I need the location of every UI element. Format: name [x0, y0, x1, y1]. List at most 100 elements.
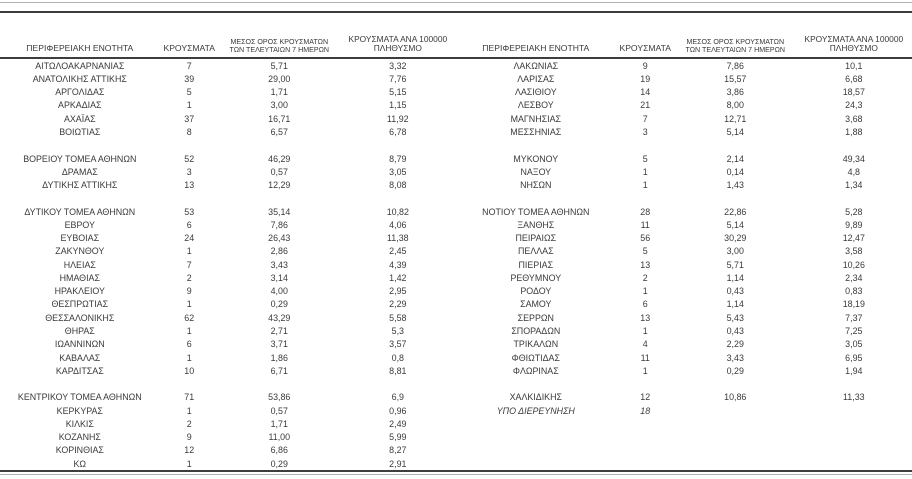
cases-cell: 5	[642, 246, 648, 257]
table-row: ΦΘΙΩΤΙΔΑΣ 11 3,43 6,95	[456, 351, 912, 364]
cases-cell: 52	[184, 153, 195, 164]
col-header-region: ΠΕΡΙΦΕΡΕΙΑΚΗ ΕΝΟΤΗΤΑ	[482, 43, 590, 54]
avg7-cell: 4,00	[270, 286, 288, 297]
avg7-cell: 5,71	[270, 60, 288, 71]
cases-cell: 9	[186, 432, 192, 443]
per100k-cell: 2,34	[845, 272, 863, 283]
avg7-cell: 7,86	[726, 60, 744, 71]
cases-cell: 6	[642, 299, 648, 310]
table-row: ΖΑΚΥΝΘΟΥ 1 2,86 2,45	[0, 245, 456, 258]
per100k-cell: 1,42	[389, 272, 407, 283]
cases-cell: 39	[184, 73, 195, 84]
cases-cell: 12	[640, 392, 651, 403]
cases-cell: 3	[186, 166, 192, 177]
table-row: ΞΑΝΘΗΣ 11 5,14 9,89	[456, 219, 912, 232]
table-row: ΘΗΡΑΣ 1 2,71 5,3	[0, 325, 456, 338]
cases-cell: 11	[640, 352, 650, 363]
table-row: ΕΒΡΟΥ 6 7,86 4,06	[0, 219, 456, 232]
avg7-cell: 35,14	[268, 206, 291, 217]
region-cell: ΕΒΡΟΥ	[64, 219, 95, 230]
region-cell: ΝΟΤΙΟΥ ΤΟΜΕΑ ΑΘΗΝΩΝ	[482, 206, 590, 217]
table-row: ΛΑΡΙΣΑΣ 19 15,57 6,68	[456, 73, 912, 86]
region-cell: ΜΥΚΟΝΟΥ	[513, 153, 559, 164]
bottom-thick-rule	[0, 470, 912, 472]
region-cell: ΚΟΖΑΝΗΣ	[58, 432, 101, 443]
avg7-cell: 2,29	[726, 339, 744, 350]
table-row: ΒΟΡΕΙΟΥ ΤΟΜΕΑ ΑΘΗΝΩΝ 52 46,29 8,79	[0, 152, 456, 165]
avg7-cell: 46,29	[268, 153, 291, 164]
region-cell: ΕΥΒΟΙΑΣ	[60, 233, 100, 244]
cases-cell: 5	[642, 153, 648, 164]
per100k-cell: 2,49	[389, 418, 407, 429]
table-row: ΣΑΜΟΥ 6 1,14 18,19	[456, 298, 912, 311]
per100k-cell: 8,08	[389, 180, 407, 191]
table-row: ΙΩΑΝΝΙΝΩΝ 6 3,71 3,57	[0, 338, 456, 351]
region-cell: ΚΩ	[73, 458, 87, 469]
col-header-7day-average-line2: ΤΩΝ ΤΕΛΕΥΤΑΙΩΝ 7 ΗΜΕΡΩΝ	[685, 45, 786, 54]
table-row: ΚΩ 1 0,29 2,91	[0, 457, 456, 470]
avg7-cell: 0,29	[270, 458, 288, 469]
table-row: ΚΟΖΑΝΗΣ 9 11,00 5,99	[0, 431, 456, 444]
col-header-per-100k: ΚΡΟΥΣΜΑΤΑ ΑΝΑ 100000 ΠΛΗΘΥΣΜΟ	[340, 33, 456, 56]
table-row: ΧΑΛΚΙΔΙΚΗΣ 12 10,86 11,33	[456, 391, 912, 404]
table-row: ΘΕΣΣΑΛΟΝΙΚΗΣ 62 43,29 5,58	[0, 312, 456, 325]
col-header-per-100k-line1: ΚΡΟΥΣΜΑΤΑ ΑΝΑ 100000	[804, 33, 904, 44]
cases-cell: 21	[640, 100, 651, 111]
bottom-thin-rule	[0, 474, 912, 475]
per100k-cell: 0,8	[391, 352, 404, 363]
col-header-7day-average-line2: ΤΩΝ ΤΕΛΕΥΤΑΙΩΝ 7 ΗΜΕΡΩΝ	[229, 45, 330, 54]
region-cell: ΚΑΒΑΛΑΣ	[59, 352, 101, 363]
per100k-cell: 2,29	[389, 299, 407, 310]
col-header-7day-average: ΜΕΣΟΣ ΟΡΟΣ ΚΡΟΥΣΜΑΤΩΝ ΤΩΝ ΤΕΛΕΥΤΑΙΩΝ 7 Η…	[675, 38, 796, 56]
col-header-cases: ΚΡΟΥΣΜΑΤΑ	[619, 43, 671, 54]
avg7-cell: 0,57	[270, 166, 288, 177]
avg7-cell: 3,14	[270, 272, 288, 283]
col-header-cases: ΚΡΟΥΣΜΑΤΑ	[163, 43, 215, 54]
cases-cell: 1	[642, 325, 648, 336]
region-cell: ΡΕΘΥΜΝΟΥ	[510, 272, 562, 283]
avg7-cell: 7,86	[270, 219, 288, 230]
per100k-cell: 1,94	[845, 365, 863, 376]
region-cell: ΧΑΛΚΙΔΙΚΗΣ	[509, 392, 562, 403]
per100k-cell: 49,34	[842, 153, 865, 164]
avg7-cell: 8,00	[726, 100, 744, 111]
per100k-cell: 12,47	[842, 233, 865, 244]
table-row-spacer	[0, 192, 456, 205]
avg7-cell: 2,14	[726, 153, 744, 164]
cases-cell: 4	[642, 339, 648, 350]
per100k-cell: 10,82	[386, 206, 409, 217]
region-cell: ΔΥΤΙΚΗΣ ΑΤΤΙΚΗΣ	[42, 180, 118, 191]
col-header-per-100k-line2: ΠΛΗΘΥΣΜΟ	[373, 43, 422, 54]
table-body-right: ΛΑΚΩΝΙΑΣ 9 7,86 10,1 ΛΑΡΙΣΑΣ 19 15,57 6,68 ΛΑΣΙΘ…	[456, 60, 912, 418]
region-cell: ΛΑΡΙΣΑΣ	[517, 73, 555, 84]
table-row: ΚΙΛΚΙΣ 2 1,71 2,49	[0, 418, 456, 431]
per100k-cell: 0,96	[389, 405, 407, 416]
region-cell: ΛΕΣΒΟΥ	[517, 100, 554, 111]
per100k-cell: 6,78	[389, 127, 407, 137]
avg7-cell: 26,43	[268, 233, 291, 244]
region-cell: ΗΜΑΘΙΑΣ	[59, 272, 100, 283]
avg7-cell: 0,29	[270, 299, 288, 310]
table-row: ΑΧΑΪΑΣ 37 16,71 11,92	[0, 113, 456, 126]
cases-cell: 13	[184, 180, 195, 191]
cases-cell: 1	[186, 352, 192, 363]
cases-cell: 1	[186, 100, 192, 111]
col-header-per-100k-line1: ΚΡΟΥΣΜΑΤΑ ΑΝΑ 100000	[348, 33, 448, 44]
cases-cell: 18	[640, 405, 651, 416]
table-row: ΡΕΘΥΜΝΟΥ 2 1,14 2,34	[456, 272, 912, 285]
table-row: ΣΕΡΡΩΝ 13 5,43 7,37	[456, 312, 912, 325]
per100k-cell: 4,39	[389, 259, 407, 270]
table-header-row: ΠΕΡΙΦΕΡΕΙΑΚΗ ΕΝΟΤΗΤΑ ΚΡΟΥΣΜΑΤΑ ΜΕΣΟΣ ΟΡΟ…	[456, 26, 912, 56]
table-row: ΜΥΚΟΝΟΥ 5 2,14 49,34	[456, 152, 912, 165]
col-header-7day-average: ΜΕΣΟΣ ΟΡΟΣ ΚΡΟΥΣΜΑΤΩΝ ΤΩΝ ΤΕΛΕΥΤΑΙΩΝ 7 Η…	[219, 38, 340, 56]
region-cell: ΚΟΡΙΝΘΙΑΣ	[55, 445, 104, 456]
per100k-cell: 5,99	[389, 432, 407, 443]
table-row-spacer	[0, 139, 456, 152]
top-thick-rule	[0, 11, 912, 13]
per100k-cell: 1,88	[845, 127, 863, 137]
region-cell: ΜΑΓΝΗΣΙΑΣ	[510, 113, 561, 124]
region-cell: ΗΛΕΙΑΣ	[63, 259, 96, 270]
avg7-cell: 16,71	[268, 113, 291, 124]
per100k-cell: 7,37	[845, 312, 863, 323]
